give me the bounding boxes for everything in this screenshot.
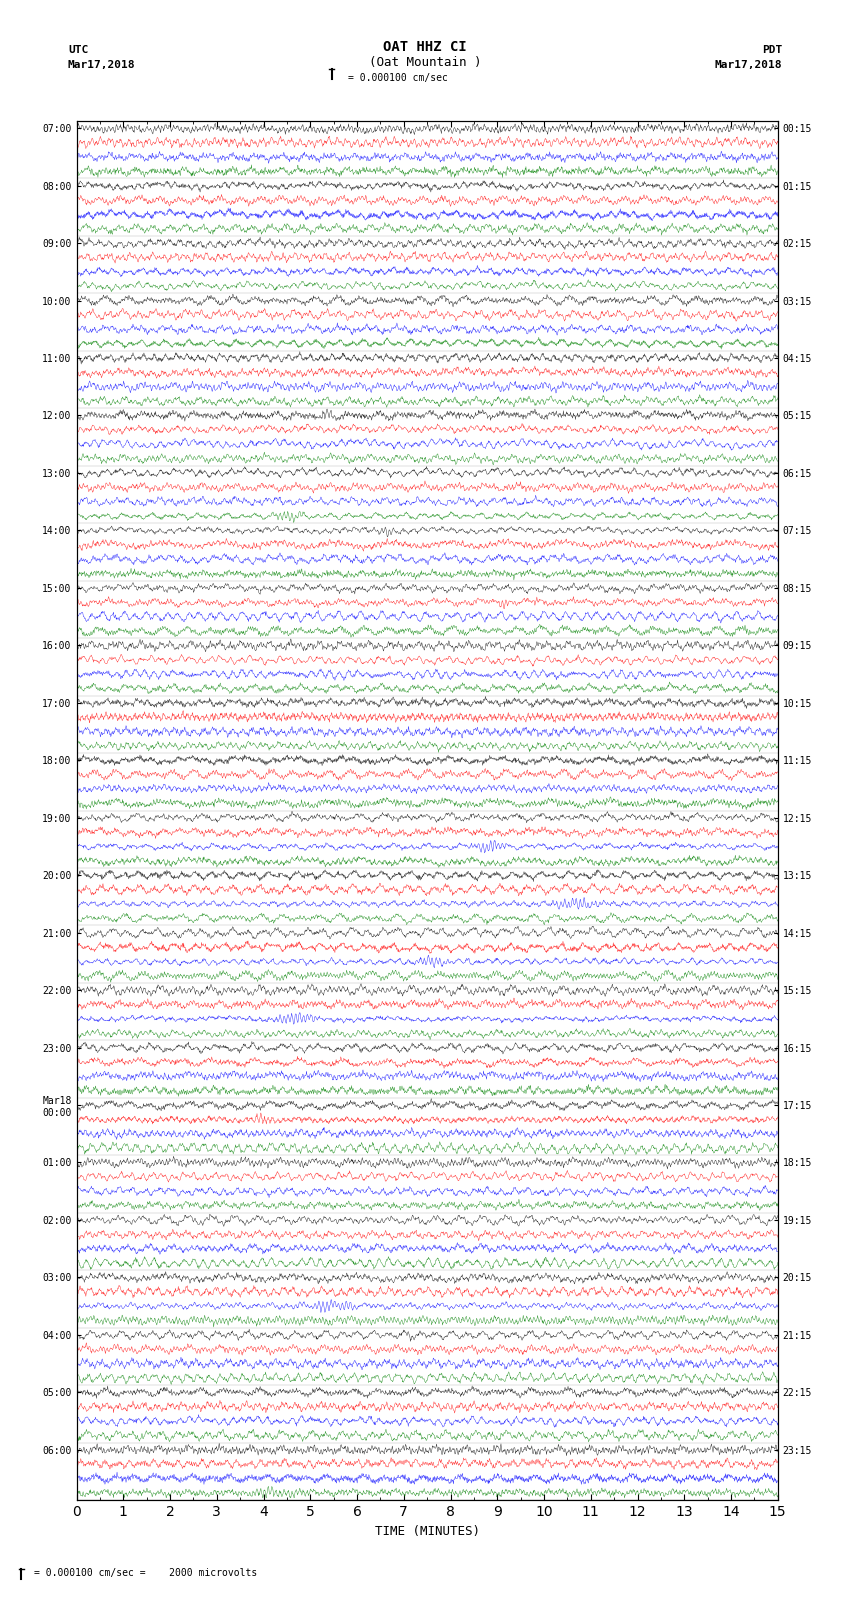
Text: Mar17,2018: Mar17,2018 (715, 60, 782, 69)
Text: UTC: UTC (68, 45, 88, 55)
X-axis label: TIME (MINUTES): TIME (MINUTES) (375, 1524, 479, 1537)
Text: OAT HHZ CI: OAT HHZ CI (383, 40, 467, 55)
Text: = 0.000100 cm/sec =    2000 microvolts: = 0.000100 cm/sec = 2000 microvolts (34, 1568, 258, 1578)
Text: = 0.000100 cm/sec: = 0.000100 cm/sec (348, 73, 449, 82)
Text: PDT: PDT (762, 45, 782, 55)
Text: Mar17,2018: Mar17,2018 (68, 60, 135, 69)
Text: (Oat Mountain ): (Oat Mountain ) (369, 56, 481, 69)
